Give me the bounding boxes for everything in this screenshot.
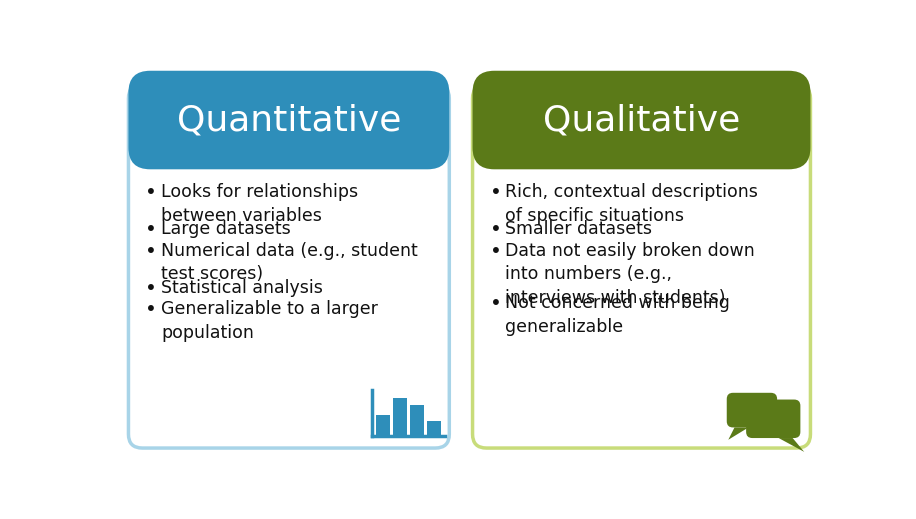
Text: Generalizable to a larger
population: Generalizable to a larger population [161,300,378,342]
FancyBboxPatch shape [747,400,801,438]
Bar [393,398,407,436]
Polygon shape [779,438,804,452]
Text: Quantitative: Quantitative [177,103,401,137]
FancyBboxPatch shape [128,71,450,169]
Text: •: • [146,300,158,319]
Text: •: • [489,294,501,313]
Text: Looks for relationships
between variables: Looks for relationships between variable… [161,183,358,225]
FancyBboxPatch shape [726,393,777,428]
Text: •: • [146,242,158,261]
Text: Smaller datasets: Smaller datasets [505,220,652,238]
Text: •: • [489,242,501,261]
FancyBboxPatch shape [128,85,450,448]
Bar [409,405,424,436]
Text: Statistical analysis: Statistical analysis [161,279,322,297]
Text: Rich, contextual descriptions
of specific situations: Rich, contextual descriptions of specifi… [505,183,758,225]
FancyBboxPatch shape [473,85,811,448]
Text: Large datasets: Large datasets [161,220,290,238]
Text: Data not easily broken down
into numbers (e.g.,
interviews with students): Data not easily broken down into numbers… [505,242,755,307]
Polygon shape [728,428,748,440]
Text: •: • [489,220,501,239]
Text: Numerical data (e.g., student
test scores): Numerical data (e.g., student test score… [161,242,418,283]
Bar [376,415,389,436]
Text: •: • [146,279,158,298]
Text: •: • [146,220,158,239]
Text: •: • [146,183,158,202]
Text: Not concerned with being
generalizable: Not concerned with being generalizable [505,294,730,336]
Text: Qualitative: Qualitative [543,103,740,137]
Bar [427,421,441,436]
FancyBboxPatch shape [473,71,811,169]
Text: •: • [489,183,501,202]
